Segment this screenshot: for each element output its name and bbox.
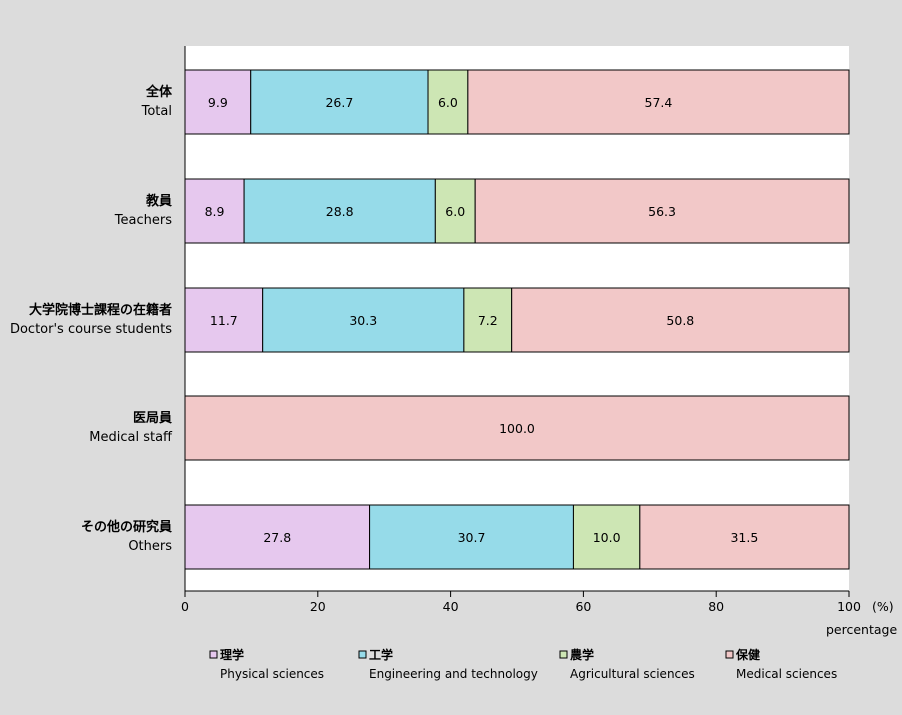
legend-swatch — [358, 650, 367, 659]
data-label: 8.9 — [205, 204, 225, 219]
bar-segment — [262, 287, 465, 353]
legend-label-en: Medical sciences — [736, 667, 837, 681]
data-label: 57.4 — [645, 95, 673, 110]
legend-label-en: Physical sciences — [220, 667, 324, 681]
bar-segment — [184, 395, 850, 461]
category-label-ja: 大学院博士課程の在籍者 — [29, 302, 172, 318]
bar-segment — [427, 69, 469, 135]
x-axis-label: percentage — [826, 622, 897, 637]
data-label: 27.8 — [263, 530, 291, 545]
bar-segment — [572, 504, 641, 570]
legend-label-ja: 理学 — [220, 647, 244, 662]
legend-swatch — [209, 650, 218, 659]
category-label-en: Total — [141, 104, 172, 119]
x-tick-label: 40 — [443, 599, 459, 614]
data-label: 100.0 — [499, 421, 535, 436]
data-label: 26.7 — [325, 95, 353, 110]
data-label: 6.0 — [445, 204, 465, 219]
bar-segment — [511, 287, 850, 353]
data-label: 6.0 — [438, 95, 458, 110]
category-label-ja: 全体 — [145, 84, 173, 100]
data-label: 10.0 — [593, 530, 621, 545]
x-axis-ticks: 0 20 40 60 80 100 — [181, 591, 861, 614]
category-label-en: Others — [128, 539, 172, 554]
data-label: 28.8 — [326, 204, 354, 219]
legend-label-ja: 工学 — [369, 647, 393, 662]
bars-group: 9.9 26.7 6.0 57.4 8.9 28.8 6.0 56.3 11.7 30.3 7.2 5… — [184, 69, 850, 570]
legend-swatch — [559, 650, 568, 659]
legend-label-ja: 保健 — [735, 647, 761, 662]
data-label: 7.2 — [478, 313, 498, 328]
bar-segment — [463, 287, 513, 353]
data-label: 9.9 — [208, 95, 228, 110]
legend: 理学 Physical sciences 工学 Engineering and tec… — [209, 647, 837, 681]
x-tick-label: 20 — [310, 599, 326, 614]
category-label-en: Teachers — [114, 213, 172, 228]
category-label-ja: 医局員 — [133, 411, 172, 426]
bar-segment — [474, 178, 850, 244]
bar-segment — [184, 287, 264, 353]
legend-label-ja: 農学 — [570, 647, 594, 662]
category-label-en: Medical staff — [89, 430, 173, 445]
legend-label-en: Agricultural sciences — [570, 667, 695, 681]
x-tick-label: 60 — [575, 599, 591, 614]
data-label: 56.3 — [648, 204, 676, 219]
bar-segment — [434, 178, 476, 244]
x-tick-label: 0 — [181, 599, 189, 614]
data-label: 11.7 — [210, 313, 238, 328]
legend-swatch — [725, 650, 734, 659]
category-label-en: Doctor's course students — [10, 322, 172, 337]
x-tick-label: 100 — [837, 599, 861, 614]
bar-segment — [369, 504, 574, 570]
bar-segment — [184, 504, 371, 570]
data-label: 50.8 — [666, 313, 694, 328]
bar-segment — [184, 69, 252, 135]
data-label: 30.7 — [458, 530, 486, 545]
category-label-ja: 教員 — [145, 193, 172, 209]
x-tick-label: 80 — [708, 599, 724, 614]
data-label: 30.3 — [349, 313, 377, 328]
bar-segment — [639, 504, 850, 570]
data-label: 31.5 — [730, 530, 758, 545]
bar-segment — [467, 69, 850, 135]
category-label-ja: その他の研究員 — [81, 519, 172, 535]
category-labels: 全体 Total 教員 Teachers 大学院博士課程の在籍者 Doctor's cou… — [10, 84, 173, 554]
legend-label-en: Engineering and technology — [369, 667, 538, 681]
x-axis-unit: (%) — [872, 599, 894, 614]
